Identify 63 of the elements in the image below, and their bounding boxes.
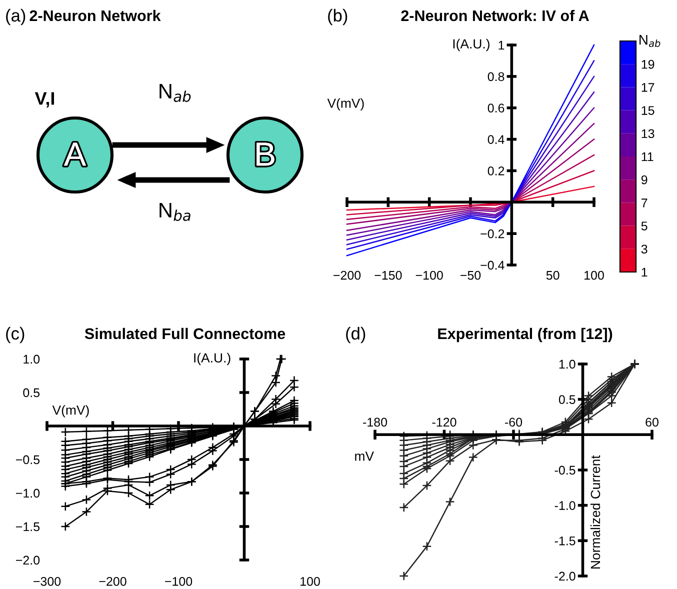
x-axis-title: V(mV) bbox=[52, 405, 89, 418]
chart-title: 2-Neuron Network: IV of A bbox=[401, 10, 589, 22]
y-tick-label: 0.5 bbox=[23, 388, 40, 398]
x-tick-label: -180 bbox=[363, 418, 388, 427]
text: (b) bbox=[328, 8, 348, 26]
x-tick-label: 50 bbox=[546, 270, 560, 280]
y-tick-label: 1 bbox=[498, 40, 504, 50]
text: N$_{ab}$ bbox=[160, 84, 191, 102]
x-tick-label: 60 bbox=[646, 418, 658, 427]
y-tick-label: -1.5 bbox=[554, 536, 576, 546]
x-tick-label: 100 bbox=[300, 576, 320, 586]
y-tick-label: 1.0 bbox=[559, 360, 576, 369]
y-tick-label: -2.0 bbox=[554, 572, 576, 581]
chart-title: Experimental (from [12]) bbox=[438, 328, 612, 342]
y-tick-label: −0.5 bbox=[16, 455, 40, 464]
x-tick-label: -60 bbox=[505, 418, 522, 427]
x-tick-label: −300 bbox=[34, 576, 61, 586]
color-bar-title: N$_{ab}$ bbox=[640, 35, 660, 47]
text: A bbox=[64, 142, 86, 166]
y-axis-title: I(A.U.) bbox=[194, 352, 230, 366]
text: (d) bbox=[346, 326, 366, 344]
x-axis-title: mV bbox=[355, 452, 374, 461]
text: 2-Neuron Network bbox=[30, 10, 161, 22]
x-tick-label: −100 bbox=[165, 576, 192, 586]
y-tick-label: −1.0 bbox=[16, 488, 40, 498]
text: N$_{ba}$ bbox=[160, 203, 190, 221]
y-tick-label: −2.0 bbox=[16, 556, 40, 565]
y-tick-label: -1.0 bbox=[554, 501, 576, 510]
color-bar-label: 13 bbox=[642, 129, 654, 138]
y-tick-label: 0.2 bbox=[488, 166, 504, 176]
text: B bbox=[256, 142, 274, 166]
color-bar-label: 11 bbox=[642, 152, 654, 162]
y-tick-label: −0.4 bbox=[480, 260, 504, 270]
y-axis-title: I(A.U.) bbox=[453, 38, 490, 52]
x-tick-label: −200 bbox=[334, 270, 361, 280]
x-tick-label: 100 bbox=[584, 270, 604, 280]
x-tick-label: -120 bbox=[432, 418, 456, 427]
color-bar-label: 1 bbox=[642, 268, 648, 277]
text: V,I bbox=[34, 92, 54, 108]
y-tick-label: −1.5 bbox=[16, 522, 40, 532]
color-bar-label: 7 bbox=[642, 198, 648, 208]
color-bar-label: 5 bbox=[641, 222, 648, 230]
x-tick-label: −100 bbox=[416, 270, 443, 280]
y-tick-label: −0.2 bbox=[480, 229, 504, 238]
x-tick-label: −50 bbox=[460, 270, 481, 280]
x-tick-label: −150 bbox=[374, 270, 402, 280]
y-tick-label: 0.4 bbox=[488, 135, 504, 144]
y-axis-title: Normalized Current bbox=[590, 455, 600, 569]
color-bar-label: 19 bbox=[642, 60, 654, 69]
x-axis-title: V(mV) bbox=[327, 98, 364, 111]
color-bar-label: 15 bbox=[642, 106, 654, 115]
y-tick-label: 0.5 bbox=[558, 395, 576, 404]
y-tick-label: -0.5 bbox=[554, 466, 576, 475]
color-bar-label: 17 bbox=[642, 83, 654, 92]
color-bar-label: 3 bbox=[641, 244, 648, 254]
x-tick-label: −200 bbox=[99, 576, 126, 586]
chart-title: Simulated Full Connectome bbox=[84, 328, 286, 340]
y-tick-label: 0.8 bbox=[488, 72, 504, 82]
y-tick-label: 1.0 bbox=[24, 354, 40, 364]
text: (a) bbox=[6, 8, 26, 26]
y-tick-label: 0.6 bbox=[488, 104, 504, 113]
text: (c) bbox=[6, 326, 24, 344]
color-bar-label: 9 bbox=[641, 175, 648, 184]
